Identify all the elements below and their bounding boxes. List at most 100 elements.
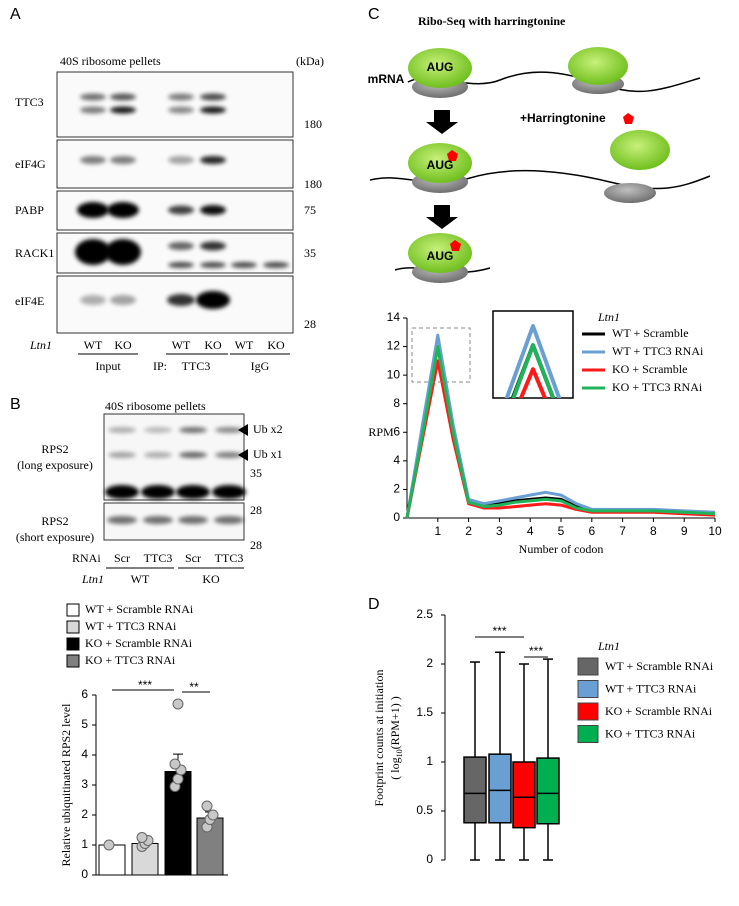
- y-tick-label: 4: [393, 453, 400, 467]
- label-part: ( log: [388, 757, 402, 779]
- arrow: [426, 205, 458, 229]
- inset-box: [492, 310, 574, 399]
- blot-band: [167, 294, 195, 306]
- blot-band: [110, 106, 136, 114]
- lane-label: Scr: [185, 551, 201, 565]
- drug-icon: [450, 240, 461, 251]
- legend-label: WT + Scramble RNAi: [85, 602, 194, 616]
- panel-label: C: [368, 6, 380, 23]
- y-tick-label: 2.5: [416, 607, 433, 621]
- group-label: IgG: [251, 359, 270, 373]
- row-label: PABP: [15, 203, 44, 217]
- y-axis-label: Relative ubiquitinated RPS2 level: [59, 703, 73, 867]
- data-point: [172, 698, 184, 710]
- legend-label: KO + Scramble: [612, 362, 687, 376]
- x-tick-label: 3: [496, 524, 503, 538]
- y-tick-label: 6: [393, 424, 400, 438]
- blot-band: [214, 516, 244, 524]
- blot-band: [200, 241, 226, 251]
- row-label: RPS2: [41, 514, 68, 528]
- aug-label: AUG: [427, 158, 454, 172]
- large-subunit: [568, 47, 628, 85]
- blot-band: [200, 205, 226, 215]
- inset: [504, 324, 562, 398]
- blot-band: [107, 516, 137, 524]
- marker: 35: [304, 246, 316, 260]
- significance: ***: [138, 678, 152, 692]
- blot-band: [179, 427, 207, 433]
- y-tick-label: 12: [387, 339, 401, 353]
- genotype-label: Ltn1: [29, 338, 52, 352]
- large-subunit: [408, 48, 472, 88]
- drug-icon: [447, 150, 458, 161]
- blot-band: [168, 156, 194, 164]
- large-subunit: [610, 130, 670, 170]
- significance: ***: [529, 644, 543, 658]
- x-tick-label: 8: [650, 524, 657, 538]
- blot-band: [215, 427, 243, 433]
- aug-label: AUG: [427, 60, 454, 74]
- panel-label: D: [368, 596, 380, 613]
- blot-band: [144, 427, 172, 433]
- legend-swatch: [577, 725, 599, 743]
- y-tick-label: 2: [393, 482, 400, 496]
- blot-band: [215, 452, 243, 458]
- rnai-label: RNAi: [72, 551, 101, 565]
- panel-label: A: [10, 6, 21, 23]
- y-tick-label: 0: [426, 852, 433, 866]
- zoom-box: [411, 327, 471, 383]
- diagram: [369, 47, 711, 283]
- panel-label: B: [10, 396, 21, 413]
- label-part: 10: [395, 749, 404, 757]
- marker: 28: [250, 538, 262, 552]
- blot-band: [110, 93, 136, 101]
- mrna-label: mRNA: [368, 72, 405, 86]
- lane-label: Scr: [114, 551, 130, 565]
- row-label: eIF4G: [15, 157, 46, 171]
- data-point: [136, 832, 148, 843]
- group-label: Input: [95, 359, 121, 373]
- blot-box: [56, 139, 294, 189]
- blot-band: [168, 106, 194, 114]
- drug-icon: [623, 113, 634, 124]
- legend-label: KO + TTC3 RNAi: [85, 653, 176, 667]
- lane-label: TTC3: [144, 551, 173, 565]
- blot-band: [105, 485, 139, 499]
- group-label: IP:: [153, 359, 167, 373]
- x-tick-label: 10: [708, 524, 722, 538]
- legend-label: KO + Scramble RNAi: [85, 636, 193, 650]
- series-line: [405, 345, 716, 519]
- blot-band: [80, 106, 106, 114]
- legend-label: WT + TTC3 RNAi: [85, 619, 177, 633]
- label-part: (RPM+1) ): [388, 696, 402, 749]
- legend-swatch: [66, 637, 80, 651]
- marker: 180: [304, 117, 322, 131]
- y-tick-label: 2: [426, 656, 433, 670]
- blot-band: [200, 106, 226, 114]
- blot-band: [200, 156, 226, 164]
- x-tick-label: 1: [434, 524, 441, 538]
- blot-band: [75, 239, 111, 265]
- blot-band: [168, 262, 194, 268]
- lane-label: KO: [204, 338, 222, 352]
- blot-band: [263, 262, 289, 268]
- lane-label: KO: [202, 572, 220, 586]
- y-tick-label: 6: [81, 687, 88, 701]
- legend-swatch: [577, 680, 599, 698]
- blot-band: [168, 242, 194, 250]
- y-tick-label: 2: [81, 807, 88, 821]
- data-point: [172, 773, 184, 785]
- row-label: (short exposure): [16, 530, 94, 544]
- lane-label: WT: [172, 338, 191, 352]
- significance: ***: [492, 624, 506, 638]
- blot-band: [80, 295, 106, 305]
- blot-band: [196, 291, 230, 309]
- marker: 35: [250, 466, 262, 480]
- x-axis-label: Number of codon: [519, 542, 604, 556]
- y-tick-label: 10: [387, 367, 401, 381]
- legend-swatch: [577, 657, 599, 676]
- blot-band: [200, 262, 226, 268]
- legend-swatch: [66, 654, 80, 668]
- group-label: TTC3: [182, 359, 211, 373]
- data-point: [103, 839, 115, 851]
